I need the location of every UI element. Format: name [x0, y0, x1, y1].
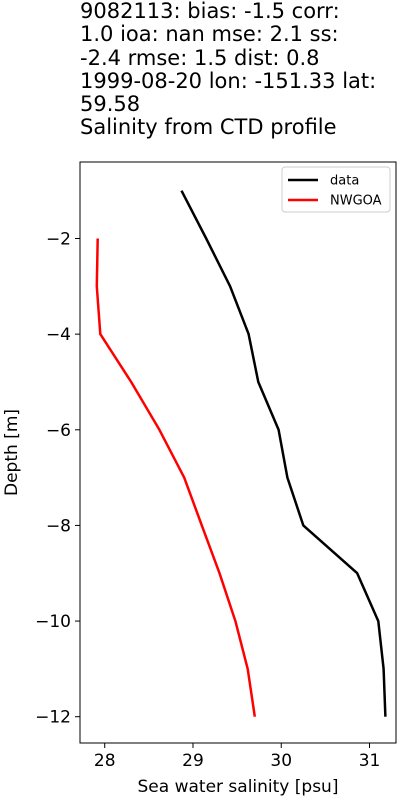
series-line-data: [180, 190, 387, 717]
y-tick-label: −4: [46, 325, 71, 345]
series-line-nwgoa: [95, 238, 257, 717]
y-tick-label: −2: [46, 230, 71, 250]
y-tick-label: −8: [46, 516, 71, 536]
x-tick-label: 29: [182, 751, 204, 771]
x-tick-label: 30: [270, 751, 292, 771]
title-line-1: 9082113: bias: -1.5 corr:: [80, 0, 340, 23]
chart-title: 9082113: bias: -1.5 corr: 1.0 ioa: nan m…: [80, 0, 398, 140]
legend-label-nwgoa: NWGOA: [330, 194, 382, 209]
legend-label-data: data: [330, 174, 359, 189]
title-line-5: 59.58: [80, 92, 141, 117]
title-line-2: 1.0 ioa: nan mse: 2.1 ss:: [80, 22, 339, 47]
ticks-layer: 28 29 30 31 −2 −4 −6 −8 −10 −12: [35, 230, 380, 771]
title-line-3: -2.4 rmse: 1.5 dist: 0.8: [80, 45, 320, 70]
x-axis-label: Sea water salinity [psu]: [138, 777, 339, 797]
x-tick-label: 31: [359, 751, 381, 771]
plot-frame: [79, 161, 397, 744]
title-line-6: Salinity from CTD profile: [80, 115, 337, 140]
y-tick-label: −12: [35, 708, 71, 728]
x-tick-label: 28: [94, 751, 116, 771]
y-tick-label: −10: [35, 612, 71, 632]
series-layer: [95, 190, 387, 717]
y-tick-label: −6: [46, 421, 71, 441]
y-axis-label: Depth [m]: [2, 409, 22, 496]
legend: data NWGOA: [281, 166, 391, 213]
title-line-4: 1999-08-20 lon: -151.33 lat:: [80, 68, 377, 93]
